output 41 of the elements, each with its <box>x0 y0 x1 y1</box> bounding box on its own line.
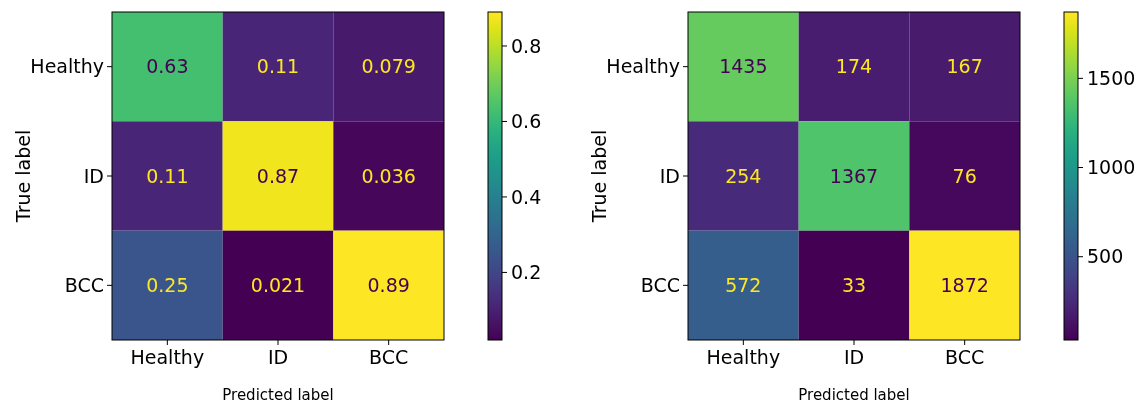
x-axis-title: Predicted label <box>222 386 334 404</box>
y-axis-title: True label <box>12 129 34 224</box>
x-tick-label: ID <box>843 346 865 368</box>
x-tick-label: BCC <box>945 346 985 368</box>
y-tick-label: ID <box>83 164 104 187</box>
data-label: 0.079 <box>361 55 416 78</box>
data-label: 0.021 <box>250 273 306 296</box>
y-tick-label: ID <box>659 164 680 187</box>
y-tick-label: Healthy <box>30 55 104 78</box>
data-label: 1435 <box>719 55 768 78</box>
x-axis-title: Predicted label <box>798 386 910 404</box>
data-label: 0.036 <box>361 164 416 187</box>
data-label: 174 <box>835 55 873 78</box>
color-bar-label: 500 <box>1087 245 1124 268</box>
data-label: 254 <box>725 164 762 187</box>
data-label: 76 <box>952 164 977 187</box>
color-bar-label: 1500 <box>1087 67 1136 89</box>
y-axis-title: True label <box>588 129 610 224</box>
x-tick-label: Healthy <box>130 346 205 368</box>
data-label: 1367 <box>829 164 879 187</box>
color-bar-label: 0.4 <box>511 185 542 208</box>
data-label: 0.11 <box>256 55 300 78</box>
data-label: 0.89 <box>367 273 410 296</box>
y-tick-label: BCC <box>64 273 104 296</box>
x-tick-label: ID <box>267 346 289 368</box>
y-tick-label: BCC <box>640 273 680 296</box>
color-bar-label: 1000 <box>1087 156 1136 179</box>
data-label: 0.25 <box>146 273 189 296</box>
data-label: 167 <box>946 55 983 78</box>
color-bar-label: 0.2 <box>511 261 542 284</box>
color-bar-label: 0.8 <box>511 34 542 57</box>
color-bar-label: 0.6 <box>511 110 542 133</box>
data-label: 1872 <box>940 273 989 296</box>
data-label: 0.11 <box>146 164 189 187</box>
x-tick-label: Healthy <box>706 346 781 368</box>
data-label: 33 <box>841 273 867 296</box>
data-label: 572 <box>725 273 762 296</box>
data-label: 0.63 <box>146 55 189 78</box>
data-label: 0.87 <box>256 164 300 187</box>
x-tick-label: BCC <box>369 346 409 368</box>
y-tick-label: Healthy <box>606 55 680 78</box>
